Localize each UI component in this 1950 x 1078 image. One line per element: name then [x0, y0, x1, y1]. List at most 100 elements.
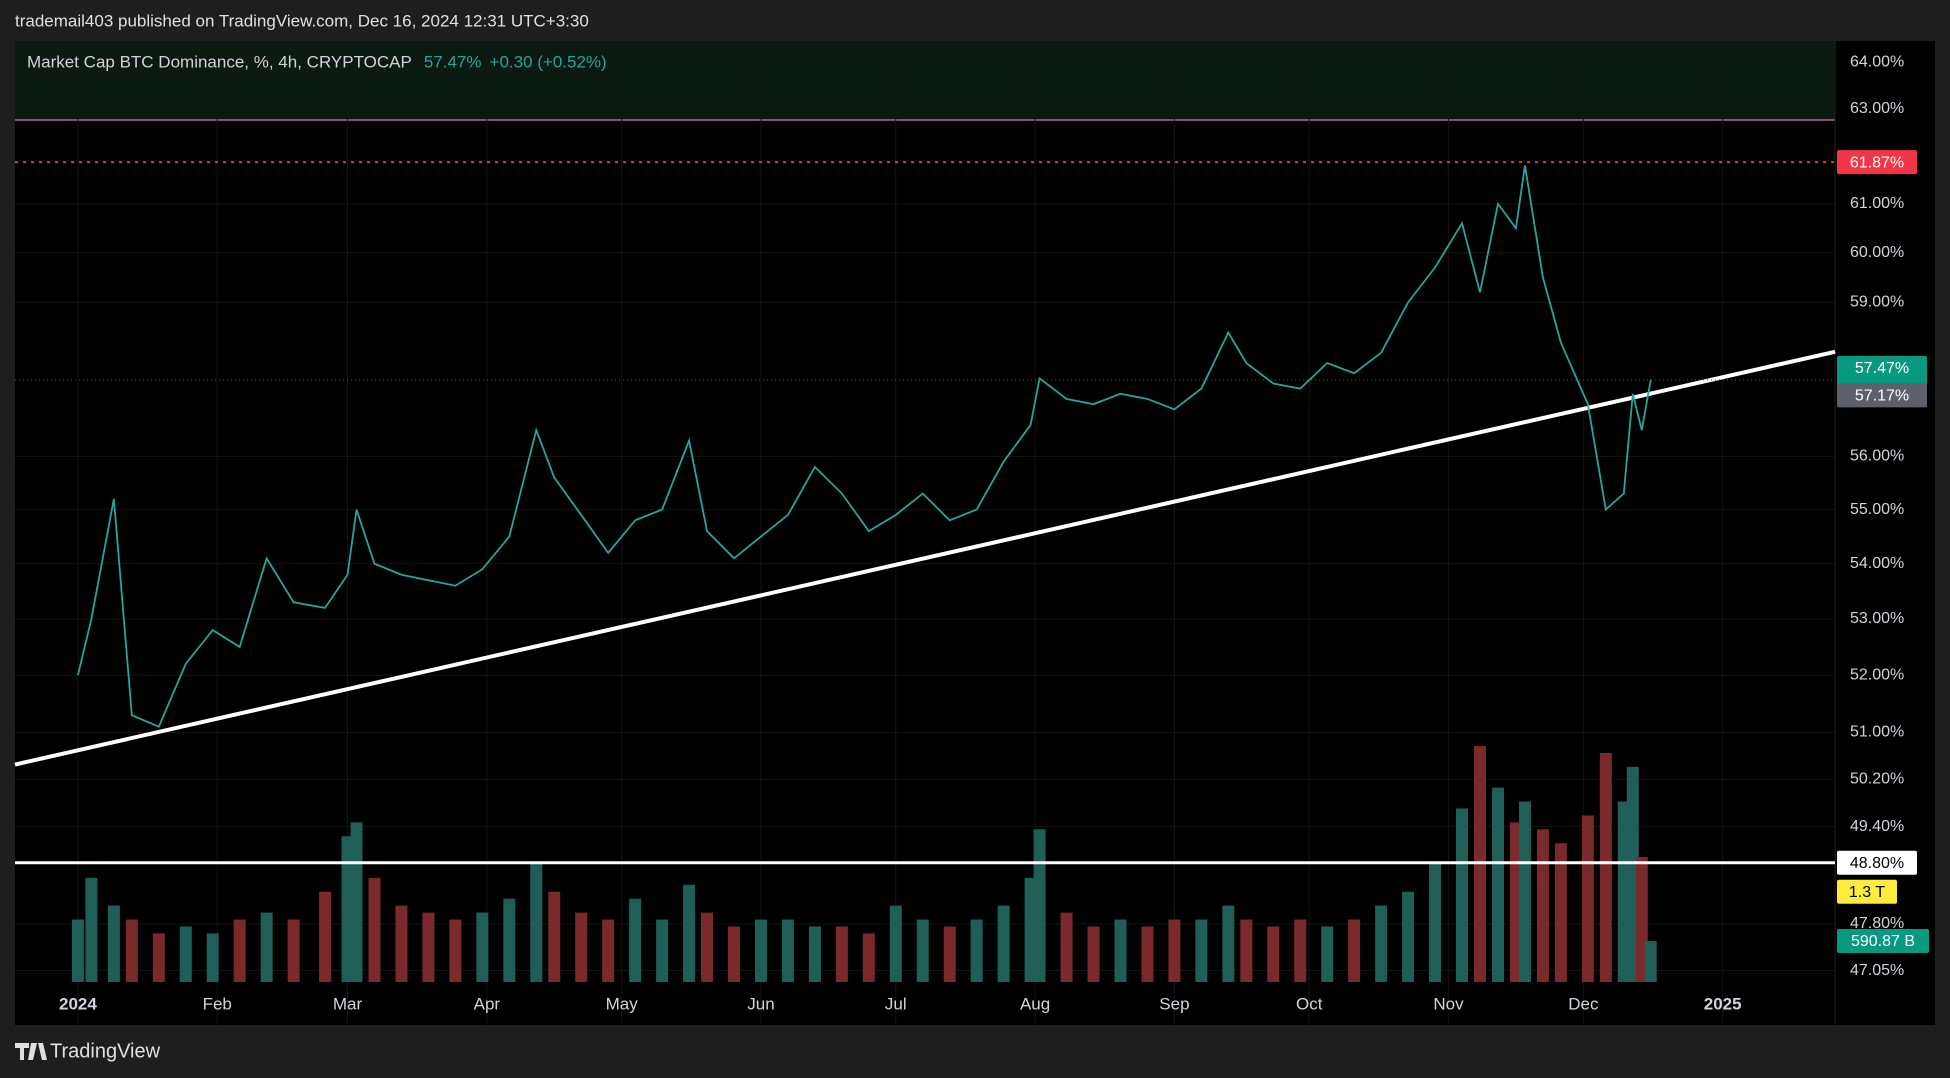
- x-tick-label: Feb: [203, 994, 232, 1013]
- volume-bar: [1294, 919, 1307, 982]
- volume-bar: [260, 912, 273, 982]
- x-tick-label: Jul: [885, 994, 907, 1013]
- footer-bar: [0, 1030, 1950, 1078]
- x-tick-label: Sep: [1159, 994, 1189, 1013]
- price-badge-label: 57.47%: [1855, 360, 1909, 377]
- y-tick-label: 49.40%: [1850, 818, 1904, 835]
- y-tick-label: 52.00%: [1850, 666, 1904, 683]
- volume-bar: [395, 905, 408, 982]
- x-tick-label: 2024: [59, 994, 97, 1013]
- x-tick-label: 2025: [1704, 994, 1742, 1013]
- volume-bar: [1195, 919, 1208, 982]
- volume-bar: [1644, 940, 1657, 982]
- price-badge-label: 61.87%: [1850, 154, 1904, 171]
- volume-bar: [629, 898, 642, 982]
- volume-bar: [1429, 864, 1442, 982]
- y-tick-label: 63.00%: [1850, 100, 1904, 117]
- volume-bar: [754, 919, 767, 982]
- price-badge-label: 48.80%: [1850, 855, 1904, 872]
- volume-bar: [476, 912, 489, 982]
- volume-bar: [368, 877, 381, 982]
- price-badge-label: 57.17%: [1855, 388, 1909, 405]
- y-tick-label: 47.05%: [1850, 962, 1904, 979]
- y-tick-label: 60.00%: [1850, 244, 1904, 261]
- volume-bar: [107, 905, 120, 982]
- volume-bar: [1402, 891, 1415, 982]
- volume-bar: [683, 884, 696, 982]
- volume-bar: [319, 891, 332, 982]
- volume-bar: [1348, 919, 1361, 982]
- volume-badge: [1837, 928, 1929, 953]
- volume-bar: [422, 912, 435, 982]
- trendline: [14, 349, 1836, 767]
- price-line: [77, 165, 1652, 728]
- volume-bar: [1168, 919, 1181, 982]
- volume-bar: [1581, 815, 1594, 982]
- volume-bar: [997, 905, 1010, 982]
- volume-bar: [808, 926, 821, 982]
- x-tick-label: Aug: [1020, 994, 1050, 1013]
- volume-bar: [548, 891, 561, 982]
- volume-bar: [206, 933, 219, 982]
- volume-bar: [728, 926, 741, 982]
- volume-bar: [1491, 787, 1504, 982]
- volume-bar: [1536, 829, 1549, 982]
- volume-bar: [1087, 926, 1100, 982]
- volume-bar: [943, 926, 956, 982]
- legend-title: Market Cap BTC Dominance, %, 4h, CRYPTOC…: [27, 52, 412, 71]
- volume-bar: [835, 926, 848, 982]
- x-tick-label: May: [606, 994, 639, 1013]
- volume-bar: [889, 905, 902, 982]
- volume-badge: [1837, 879, 1897, 904]
- volume-bar: [575, 912, 588, 982]
- price-badge: [1837, 150, 1917, 175]
- y-tick-label: 50.20%: [1850, 770, 1904, 787]
- volume-bar: [449, 919, 462, 982]
- volume-bar: [287, 919, 300, 982]
- x-tick-label: Oct: [1296, 994, 1323, 1013]
- y-tick-label: 59.00%: [1850, 294, 1904, 311]
- volume-bar: [781, 919, 794, 982]
- x-tick-label: Mar: [333, 994, 363, 1013]
- volume-bar: [862, 933, 875, 982]
- volume-bar: [602, 919, 615, 982]
- volume-bar: [179, 926, 192, 982]
- volume-bar: [152, 933, 165, 982]
- y-tick-label: 47.80%: [1850, 915, 1904, 932]
- volume-bar: [1267, 926, 1280, 982]
- volume-bar: [125, 919, 138, 982]
- volume-badge-label: 590.87 B: [1851, 933, 1915, 950]
- volume-bar: [1222, 905, 1235, 982]
- volume-bar: [233, 919, 246, 982]
- volume-bar: [71, 919, 84, 982]
- y-tick-label: 64.00%: [1850, 53, 1904, 70]
- volume-bar: [1114, 919, 1127, 982]
- logo: [15, 1043, 47, 1060]
- volume-bar: [350, 822, 363, 982]
- legend-value: 57.47%: [424, 52, 482, 71]
- volume-bar: [503, 898, 516, 982]
- plot-area: [15, 41, 1935, 1025]
- x-tick-label: Nov: [1433, 994, 1464, 1013]
- volume-bar: [1240, 919, 1253, 982]
- volume-bar: [1141, 926, 1154, 982]
- y-tick-label: 55.00%: [1850, 501, 1904, 518]
- volume-bar: [1033, 829, 1046, 982]
- volume-bar: [530, 864, 543, 982]
- price-badge: [1837, 383, 1927, 408]
- x-tick-label: Jun: [747, 994, 774, 1013]
- volume-bar: [701, 912, 714, 982]
- y-tick-label: 56.00%: [1850, 448, 1904, 465]
- volume-bar: [970, 919, 983, 982]
- volume-bar: [1321, 926, 1334, 982]
- x-tick-label: Apr: [474, 994, 501, 1013]
- volume-bar: [85, 877, 98, 982]
- volume-bar: [1375, 905, 1388, 982]
- y-tick-label: 51.00%: [1850, 724, 1904, 741]
- x-tick-label: Dec: [1568, 994, 1599, 1013]
- footer: TradingView: [50, 1040, 161, 1062]
- y-tick-label: 53.00%: [1850, 610, 1904, 627]
- volume-bar: [916, 919, 929, 982]
